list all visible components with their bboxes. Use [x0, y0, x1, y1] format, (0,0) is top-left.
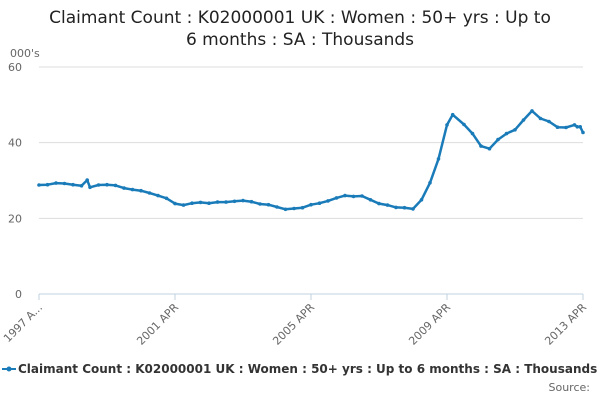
y-tick-labels: 0 20 40 60 [8, 61, 22, 301]
data-point[interactable] [122, 186, 126, 190]
data-point[interactable] [385, 203, 390, 207]
chart-title-line-1: Claimant Count : K02000001 UK : Women : … [49, 8, 551, 28]
data-point[interactable] [181, 203, 186, 207]
legend-line-marker-icon [2, 366, 16, 372]
data-point[interactable] [487, 146, 492, 151]
data-point[interactable] [394, 205, 398, 210]
data-point[interactable] [241, 198, 245, 203]
data-point[interactable] [530, 109, 534, 113]
data-point[interactable] [428, 181, 432, 185]
y-tick-label: 0 [15, 288, 22, 301]
legend[interactable]: Claimant Count : K02000001 UK : Women : … [2, 361, 600, 379]
data-point[interactable] [190, 201, 194, 205]
data-point[interactable] [578, 125, 582, 129]
data-point[interactable] [450, 112, 455, 117]
data-point[interactable] [232, 199, 237, 204]
data-point[interactable] [37, 183, 41, 187]
data-point[interactable] [334, 196, 339, 200]
data-point[interactable] [173, 201, 177, 206]
data-point[interactable] [105, 182, 109, 187]
y-tick-label: 60 [8, 61, 22, 74]
data-point[interactable] [45, 182, 50, 187]
data-point[interactable] [377, 201, 381, 206]
data-point[interactable] [575, 125, 580, 129]
chart-title-line-2: 6 months : SA : Thousands [185, 30, 415, 50]
x-tick-label: 1997 A... [1, 301, 45, 345]
series-line [37, 109, 585, 211]
data-point[interactable] [564, 125, 568, 130]
data-point[interactable] [538, 116, 543, 121]
data-point[interactable] [462, 122, 466, 127]
data-point[interactable] [521, 118, 526, 122]
data-point[interactable] [581, 130, 585, 135]
data-point[interactable] [275, 205, 279, 209]
data-point[interactable] [283, 207, 288, 212]
data-point[interactable] [85, 178, 89, 182]
data-point[interactable] [572, 123, 577, 127]
data-point[interactable] [402, 205, 407, 210]
x-tick-label: 2001 APR [134, 301, 181, 348]
data-point[interactable] [343, 193, 347, 198]
data-point[interactable] [71, 182, 75, 187]
gridlines [39, 66, 583, 219]
data-point[interactable] [79, 184, 84, 188]
data-point[interactable] [96, 183, 101, 187]
data-point[interactable] [479, 144, 483, 148]
data-point[interactable] [300, 205, 305, 210]
data-point[interactable] [88, 185, 92, 190]
data-point[interactable] [419, 198, 424, 202]
data-point[interactable] [368, 198, 373, 202]
axes [38, 293, 584, 300]
data-point[interactable] [164, 196, 169, 201]
x-tick-label: 2005 APR [270, 301, 317, 348]
data-point[interactable] [224, 200, 228, 204]
data-point[interactable] [411, 207, 415, 211]
data-point[interactable] [555, 125, 560, 129]
y-unit-label: 000's [10, 47, 40, 60]
data-point[interactable] [470, 131, 475, 136]
source-label: Source: [548, 381, 591, 394]
data-point[interactable] [445, 123, 449, 127]
data-point[interactable] [130, 187, 135, 192]
data-point[interactable] [292, 206, 296, 211]
data-point[interactable] [258, 202, 262, 206]
data-point[interactable] [317, 201, 322, 205]
data-point[interactable] [113, 183, 118, 188]
data-point[interactable] [504, 131, 509, 136]
data-point[interactable] [496, 137, 500, 142]
chart-title: Claimant Count : K02000001 UK : Women : … [0, 7, 600, 51]
data-point[interactable] [198, 200, 203, 205]
data-point[interactable] [436, 157, 441, 161]
data-point[interactable] [266, 202, 271, 207]
data-point[interactable] [351, 194, 356, 199]
data-point[interactable] [207, 201, 211, 205]
data-point[interactable] [215, 200, 220, 204]
data-point[interactable] [62, 181, 67, 186]
data-point[interactable] [156, 193, 160, 198]
data-point[interactable] [249, 199, 254, 204]
x-tick-label: 2013 APR [542, 301, 589, 348]
data-point[interactable] [513, 128, 517, 132]
data-point[interactable] [547, 119, 551, 124]
series-line-group [37, 109, 585, 212]
x-tick-label: 2009 APR [406, 301, 453, 348]
x-tick-labels: 1997 A... 2001 APR 2005 APR 2009 APR 2013 AP… [1, 301, 589, 348]
data-point[interactable] [139, 188, 143, 193]
data-point[interactable] [309, 202, 313, 207]
data-point[interactable] [54, 181, 58, 185]
y-tick-label: 40 [8, 137, 22, 150]
data-point[interactable] [147, 191, 152, 195]
data-point[interactable] [360, 194, 364, 198]
data-point[interactable] [326, 199, 330, 203]
legend-label: Claimant Count : K02000001 UK : Women : … [18, 362, 598, 376]
y-tick-label: 20 [8, 212, 22, 225]
